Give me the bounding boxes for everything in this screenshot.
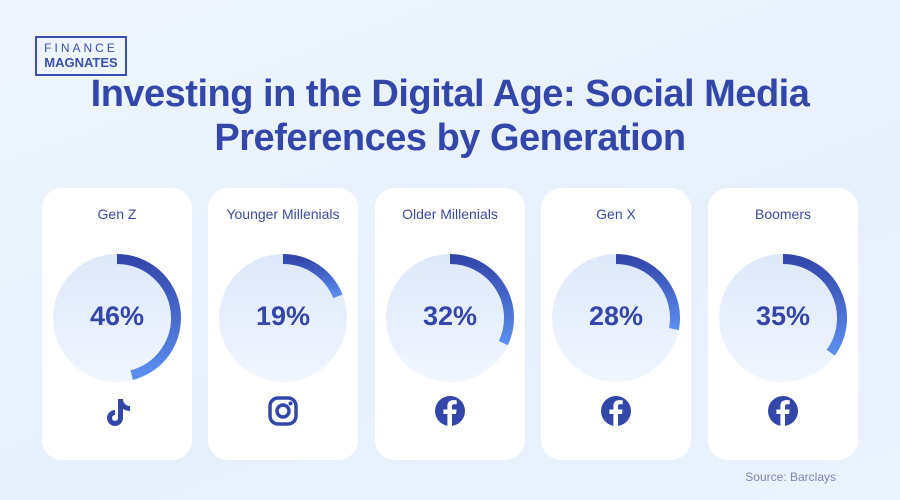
percent-label: 46%: [89, 301, 145, 331]
facebook-icon: [435, 396, 465, 426]
generation-card: Younger Millenials 19%: [208, 188, 358, 460]
donut-arc: [116, 254, 181, 380]
instagram-icon: [268, 396, 298, 426]
percent-label: 32%: [422, 301, 478, 331]
donut-chart: [552, 254, 680, 382]
donut-arc: [615, 254, 680, 330]
logo-line1: FINANCE: [44, 41, 118, 55]
finance-magnates-logo: FINANCE MAGNATES: [35, 36, 127, 76]
donut-track: [219, 254, 347, 382]
percent-label: 19%: [255, 301, 311, 331]
generation-card: Gen X 28%: [541, 188, 691, 460]
generation-card: Older Millenials 32%: [375, 188, 525, 460]
donut-arc: [282, 254, 343, 299]
donut-track: [552, 254, 680, 382]
generation-label: Boomers: [754, 206, 812, 222]
source-note: Source: Barclays: [745, 470, 836, 484]
donut-arc: [782, 254, 847, 356]
donut-chart: [719, 254, 847, 382]
percent-label: 35%: [755, 301, 811, 331]
donut-chart: [219, 254, 347, 382]
donut-chart: [53, 254, 181, 382]
generation-label: Gen Z: [97, 206, 137, 222]
facebook-icon: [601, 396, 631, 426]
donut-track: [719, 254, 847, 382]
generation-label: Older Millenials: [402, 206, 498, 222]
percent-label: 28%: [588, 301, 644, 331]
generation-card: Gen Z 46%: [42, 188, 192, 460]
donut-track: [53, 254, 181, 382]
tiktok-icon: [107, 399, 130, 426]
donut-track: [386, 254, 514, 382]
page-title: Investing in the Digital Age: Social Med…: [90, 73, 810, 159]
facebook-icon: [768, 396, 798, 426]
generation-label: Younger Millenials: [226, 206, 340, 222]
generation-label: Gen X: [596, 206, 636, 222]
generation-card: Boomers 35%: [708, 188, 858, 460]
donut-chart: [386, 254, 514, 382]
donut-arc: [449, 254, 514, 346]
logo-line2: MAGNATES: [44, 55, 118, 70]
